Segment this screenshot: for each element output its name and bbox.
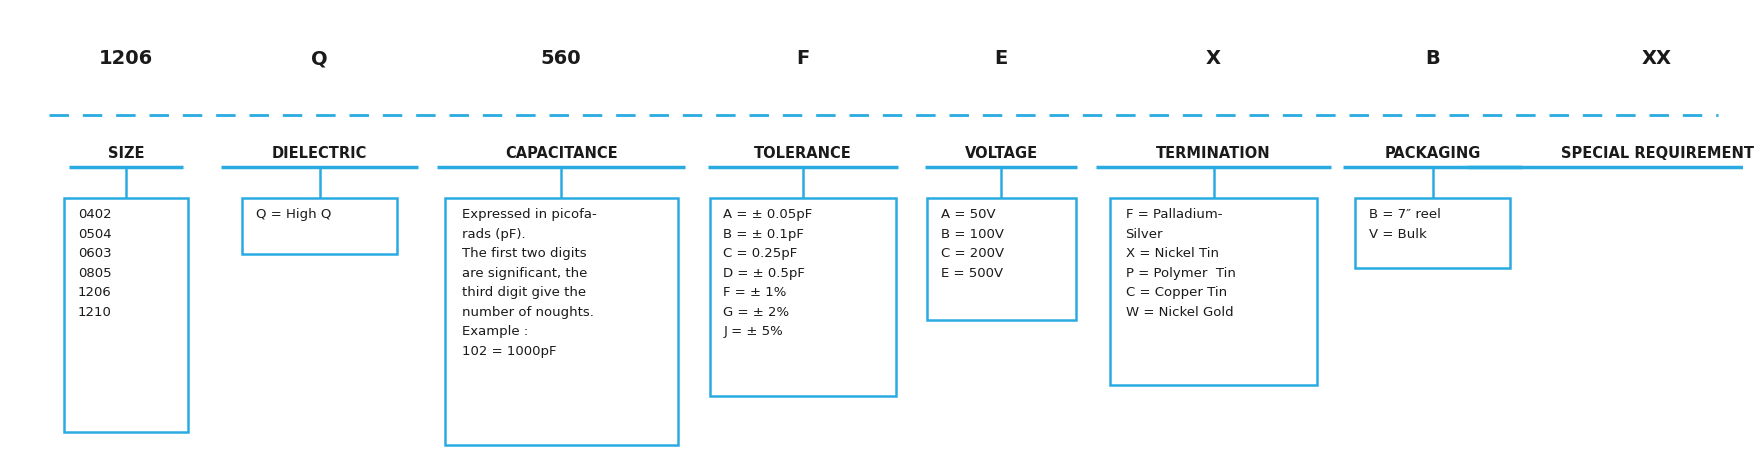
Text: CAPACITANCE: CAPACITANCE xyxy=(505,146,618,161)
Text: 0402
0504
0603
0805
1206
1210: 0402 0504 0603 0805 1206 1210 xyxy=(77,208,113,319)
Text: A = ± 0.05pF
B = ± 0.1pF
C = 0.25pF
D = ± 0.5pF
F = ± 1%
G = ± 2%
J = ± 5%: A = ± 0.05pF B = ± 0.1pF C = 0.25pF D = … xyxy=(724,208,814,338)
Text: SIZE: SIZE xyxy=(107,146,144,161)
FancyBboxPatch shape xyxy=(926,198,1076,320)
FancyBboxPatch shape xyxy=(241,198,398,255)
Text: 560: 560 xyxy=(541,50,581,68)
Text: Expressed in picofa-
rads (pF).
The first two digits
are significant, the
third : Expressed in picofa- rads (pF). The firs… xyxy=(461,208,597,358)
Text: TOLERANCE: TOLERANCE xyxy=(754,146,852,161)
Text: X: X xyxy=(1206,50,1220,68)
FancyBboxPatch shape xyxy=(1109,198,1317,385)
Text: VOLTAGE: VOLTAGE xyxy=(965,146,1037,161)
Text: F: F xyxy=(796,50,810,68)
Text: A = 50V
B = 100V
C = 200V
E = 500V: A = 50V B = 100V C = 200V E = 500V xyxy=(940,208,1004,279)
FancyBboxPatch shape xyxy=(63,198,188,432)
Text: B = 7″ reel
V = Bulk: B = 7″ reel V = Bulk xyxy=(1368,208,1440,241)
Text: Q = High Q: Q = High Q xyxy=(255,208,331,221)
Text: PACKAGING: PACKAGING xyxy=(1384,146,1481,161)
FancyBboxPatch shape xyxy=(710,198,896,396)
FancyBboxPatch shape xyxy=(1354,198,1511,268)
Text: DIELECTRIC: DIELECTRIC xyxy=(271,146,368,161)
Text: XX: XX xyxy=(1641,50,1673,68)
Text: B: B xyxy=(1425,50,1440,68)
Text: SPECIAL REQUIREMENT: SPECIAL REQUIREMENT xyxy=(1560,146,1754,161)
Text: F = Palladium-
Silver
X = Nickel Tin
P = Polymer  Tin
C = Copper Tin
W = Nickel : F = Palladium- Silver X = Nickel Tin P =… xyxy=(1125,208,1236,319)
Text: 1206: 1206 xyxy=(99,50,153,68)
Text: Q: Q xyxy=(312,50,328,68)
Text: TERMINATION: TERMINATION xyxy=(1157,146,1271,161)
FancyBboxPatch shape xyxy=(446,198,678,446)
Text: E: E xyxy=(995,50,1007,68)
